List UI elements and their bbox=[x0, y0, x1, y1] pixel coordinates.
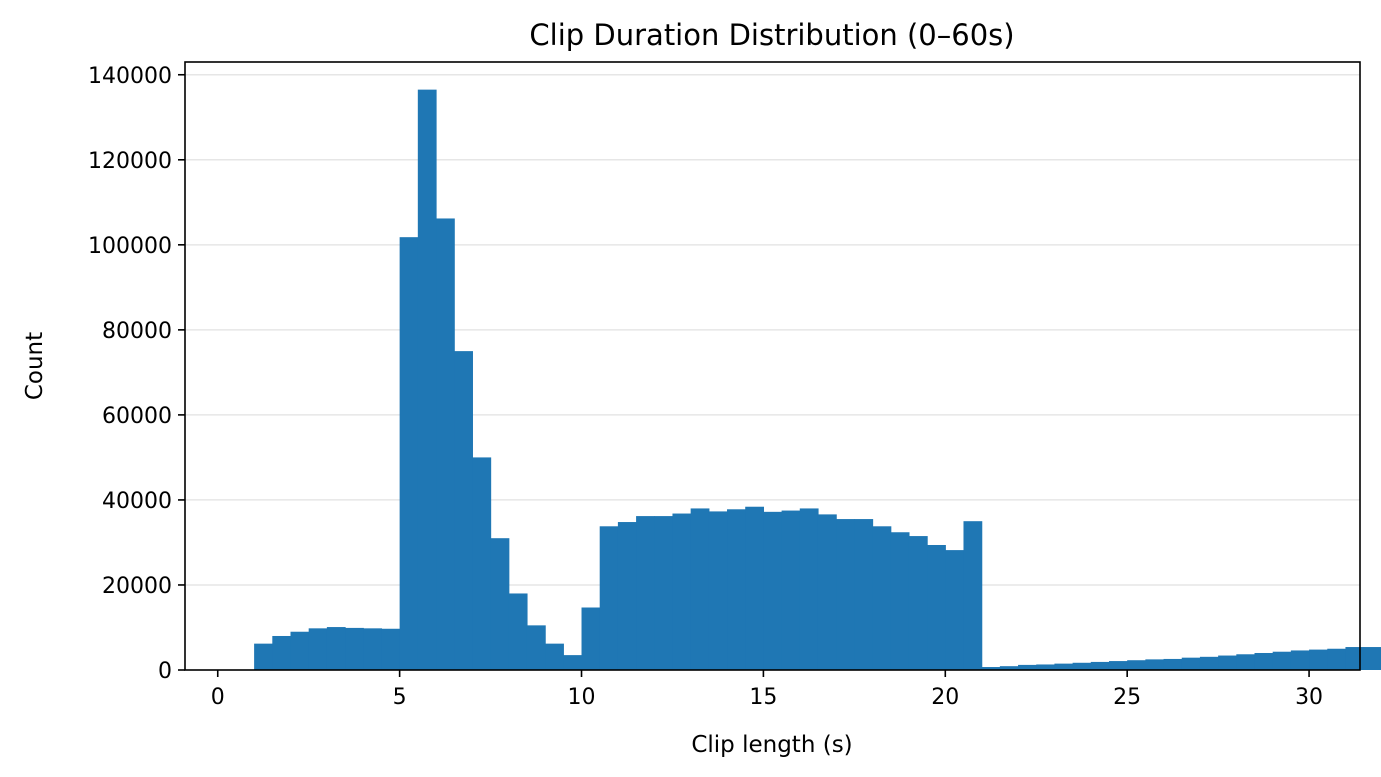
histogram-bar bbox=[1309, 649, 1328, 670]
histogram-bar bbox=[636, 516, 655, 670]
grid-lines bbox=[185, 74, 1360, 586]
histogram-bar bbox=[1290, 650, 1310, 670]
histogram-bar bbox=[599, 526, 619, 670]
histogram-bar bbox=[872, 526, 892, 670]
y-tick-label: 40000 bbox=[102, 489, 172, 514]
histogram-bar bbox=[781, 510, 801, 670]
histogram-bar bbox=[817, 514, 837, 670]
histogram-bar bbox=[1145, 659, 1165, 670]
histogram-bar bbox=[1108, 661, 1128, 670]
histogram-bar bbox=[1345, 647, 1365, 670]
y-axis-ticks: 0 20000 40000 60000 80000 100000 120000 140000 bbox=[88, 64, 185, 684]
histogram-bar bbox=[690, 508, 710, 670]
histogram-bar bbox=[563, 655, 583, 670]
histogram-bar bbox=[999, 666, 1019, 670]
x-tick-label: 0 bbox=[211, 685, 225, 710]
histogram-bar bbox=[1272, 651, 1292, 670]
histogram-bar bbox=[617, 522, 637, 670]
histogram-bars bbox=[254, 89, 1381, 671]
histogram-bar bbox=[763, 511, 783, 670]
y-tick-label: 60000 bbox=[102, 404, 172, 429]
x-tick-label: 25 bbox=[1113, 685, 1141, 710]
histogram-bar bbox=[1090, 661, 1110, 670]
histogram-bar bbox=[381, 628, 401, 670]
x-tick-label: 15 bbox=[749, 685, 777, 710]
plot-frame bbox=[184, 61, 1361, 671]
histogram-bar bbox=[672, 513, 692, 670]
histogram-bar bbox=[1127, 660, 1146, 670]
histogram-bar bbox=[290, 631, 310, 670]
histogram-bar bbox=[417, 89, 437, 671]
chart-title: Clip Duration Distribution (0–60s) bbox=[529, 18, 1014, 52]
histogram-bar bbox=[1163, 658, 1183, 670]
histogram-bar bbox=[1327, 648, 1347, 670]
histogram-bar bbox=[326, 627, 346, 670]
y-tick-label: 20000 bbox=[102, 574, 172, 599]
histogram-bar bbox=[272, 635, 292, 670]
histogram-bar bbox=[1218, 655, 1237, 670]
histogram-bar bbox=[1254, 652, 1274, 670]
histogram-bar bbox=[1036, 664, 1056, 670]
histogram-bar bbox=[1236, 654, 1256, 670]
y-tick-label: 120000 bbox=[88, 149, 172, 174]
histogram-bar bbox=[908, 536, 928, 670]
histogram-bar bbox=[581, 607, 601, 670]
histogram-bar bbox=[836, 519, 855, 670]
histogram-bar bbox=[945, 550, 965, 670]
histogram-bar bbox=[454, 351, 473, 670]
y-tick-label: 0 bbox=[158, 659, 172, 684]
histogram-bar bbox=[308, 628, 328, 670]
y-tick-label: 80000 bbox=[102, 319, 172, 344]
histogram-bar bbox=[799, 508, 819, 670]
x-tick-label: 30 bbox=[1295, 685, 1323, 710]
histogram-bar bbox=[1054, 663, 1074, 670]
histogram-bar bbox=[745, 506, 765, 670]
histogram-bar bbox=[708, 511, 728, 670]
histogram-bar bbox=[1018, 664, 1037, 670]
histogram-bar bbox=[526, 625, 546, 670]
histogram-bar bbox=[890, 532, 910, 670]
x-axis-ticks: 0 5 10 15 20 25 30 bbox=[211, 670, 1323, 710]
x-tick-label: 10 bbox=[568, 685, 596, 710]
histogram-bar bbox=[1072, 662, 1092, 670]
histogram-bar bbox=[472, 457, 492, 670]
histogram-bar bbox=[436, 218, 455, 670]
histogram-bar bbox=[1363, 647, 1381, 670]
histogram-bar bbox=[727, 509, 746, 670]
histogram-bar bbox=[363, 628, 383, 670]
histogram-bar bbox=[399, 237, 419, 670]
x-axis-label: Clip length (s) bbox=[691, 732, 852, 758]
histogram-bar bbox=[654, 516, 674, 670]
histogram-bar bbox=[545, 643, 564, 670]
y-axis-label: Count bbox=[22, 332, 48, 400]
histogram-bar bbox=[254, 643, 273, 670]
histogram-bar bbox=[1181, 657, 1201, 670]
histogram-bar bbox=[1199, 656, 1219, 670]
histogram-bar bbox=[854, 519, 874, 670]
histogram-bar bbox=[927, 544, 946, 670]
histogram-bar bbox=[508, 593, 528, 670]
y-tick-label: 140000 bbox=[88, 64, 172, 89]
histogram-bar bbox=[963, 521, 983, 670]
histogram-bar bbox=[981, 667, 1001, 670]
x-tick-label: 20 bbox=[931, 685, 959, 710]
histogram-bar bbox=[490, 538, 510, 670]
histogram-bar bbox=[345, 627, 364, 670]
y-tick-label: 100000 bbox=[88, 234, 172, 259]
x-tick-label: 5 bbox=[393, 685, 407, 710]
